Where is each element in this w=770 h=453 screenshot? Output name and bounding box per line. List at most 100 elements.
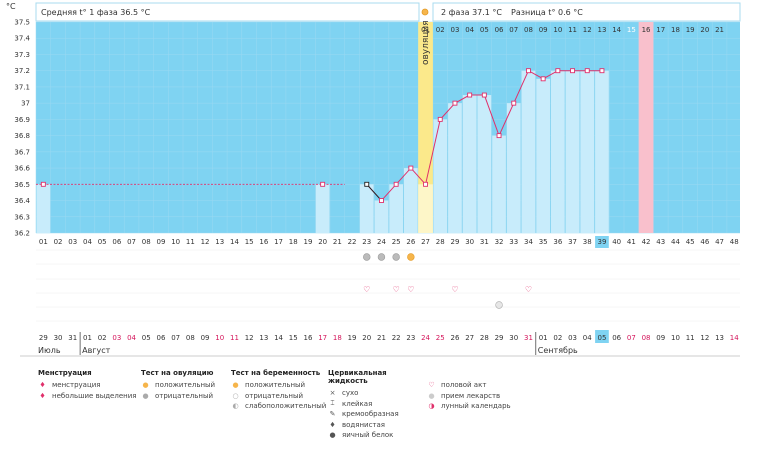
calendar-date-label: 13 (715, 334, 724, 342)
phase2-day-label: 01 (421, 26, 430, 34)
header-phase2: 2 фаза 37.1 °C (441, 8, 502, 17)
legend-item: ♦ водянистая (328, 420, 399, 431)
ovulation-test-negative-icon (377, 253, 386, 261)
ovulation-label: овуляция (421, 20, 431, 65)
heart-icon: ♡ (428, 381, 435, 390)
drops-icon: ♦ (39, 381, 46, 390)
calendar-date-label: 05 (597, 334, 606, 342)
heart-icon: ♡ (407, 285, 414, 294)
legend-group-title: Цервикальная жидкость (328, 369, 387, 385)
moon-icon: ◑ (428, 402, 435, 411)
ovulation-test-negative-icon (392, 253, 400, 261)
month-label: Июль (38, 346, 61, 355)
y-tick-label: 36.6 (14, 165, 30, 173)
phase2-day-label: 09 (539, 26, 548, 34)
temperature-point (437, 116, 443, 122)
y-tick-label: 37.2 (14, 67, 30, 75)
sticky-icon: ⌶ (330, 399, 335, 408)
heart-icon: ♡ (393, 285, 400, 294)
legend-item-label: половой акт (441, 381, 487, 390)
y-tick-label: 37.1 (14, 83, 30, 91)
pill-icon (495, 301, 503, 309)
calendar-date-label: 07 (627, 334, 636, 342)
legend-item: ● положительный (141, 380, 215, 391)
calendar-date-label: 04 (127, 334, 136, 342)
temp-bar (315, 184, 330, 233)
phase2-day-label: 16 (642, 26, 651, 34)
cycle-day-label: 05 (98, 238, 107, 246)
legend-group: Тест на беременность ● положительный ○ отриц… (231, 369, 326, 412)
legend-item-label: небольшие выделения (52, 391, 137, 400)
calendar-date-label: 26 (450, 334, 459, 342)
phase2-day-label: 14 (612, 26, 621, 34)
legend-item-label: слабоположительный (245, 402, 327, 411)
ovulation-test-negative-icon (363, 253, 371, 261)
calendar-date-label: 11 (230, 334, 239, 342)
heart-icon: ♡ (451, 285, 458, 294)
legend-item-label: водянистая (342, 420, 386, 429)
legend-item: ✎ кремообразная (328, 409, 399, 420)
calendar-date-label: 08 (186, 334, 195, 342)
legend-group: ♡ половой акт ● прием лекарств ◑ лунный кален… (427, 369, 510, 412)
cycle-day-label: 07 (127, 238, 136, 246)
period-band (36, 22, 51, 233)
legend-item-label: менструация (52, 381, 101, 390)
dry-icon: × (329, 389, 336, 398)
sun-positive-icon: ● (142, 381, 149, 390)
calendar-date-label: 02 (98, 334, 107, 342)
calendar-date-label: 09 (201, 334, 210, 342)
calendar-date-label: 02 (553, 334, 562, 342)
cycle-day-label: 29 (450, 238, 459, 246)
legend-item-label: отрицательный (155, 391, 214, 400)
y-tick-label: 36.7 (14, 148, 30, 156)
calendar-date-label: 23 (406, 334, 415, 342)
phase2-day-label: 21 (715, 26, 724, 34)
calendar-date-label: 28 (480, 334, 489, 342)
heart-icon: ♡ (525, 285, 532, 294)
temperature-point (393, 181, 399, 187)
cycle-day-label: 06 (112, 238, 121, 246)
current-day-box (595, 236, 609, 248)
cycle-day-label: 19 (303, 238, 312, 246)
legend-item-label: положительный (155, 381, 216, 390)
temp-bar (448, 103, 462, 234)
cycle-day-label: 15 (245, 238, 254, 246)
legend-item: ◑ лунный календарь (427, 401, 510, 412)
y-tick-label: 36.9 (14, 116, 30, 124)
calendar-date-label: 06 (156, 334, 165, 342)
cycle-day-label: 44 (671, 238, 680, 246)
calendar-date-label: 04 (583, 334, 592, 342)
calendar-date-label: 27 (465, 334, 474, 342)
legend-group-title: Тест на беременность (231, 369, 321, 377)
cycle-day-label: 16 (259, 238, 268, 246)
temp-bar (404, 168, 418, 233)
legend-item-label: прием лекарств (441, 391, 501, 400)
cycle-day-label: 45 (686, 238, 695, 246)
calendar-date-label: 01 (83, 334, 92, 342)
legend-item: ⌶ клейкая (328, 399, 399, 410)
legend-item-label: яичный белок (342, 431, 394, 440)
y-tick-label: 36.3 (14, 213, 30, 221)
y-tick-label: 36.2 (14, 230, 30, 238)
temperature-point (555, 68, 561, 74)
temperature-point (570, 68, 575, 74)
phase2-day-label: 08 (524, 26, 533, 34)
y-tick-label: 37.4 (14, 35, 30, 43)
cycle-day-label: 36 (553, 238, 562, 246)
temp-bar (492, 135, 506, 233)
month-label: Август (82, 346, 111, 355)
today-date-box (595, 330, 609, 343)
calendar-date-label: 11 (686, 334, 695, 342)
cycle-day-label: 46 (700, 238, 709, 246)
eggwhite-icon: ● (329, 431, 336, 440)
calendar-date-label: 16 (303, 334, 312, 342)
header-phase1: Средняя t° 1 фаза 36.5 °C (41, 8, 151, 17)
temperature-point (526, 68, 531, 74)
temperature-point (320, 181, 326, 187)
cycle-day-label: 17 (274, 238, 283, 246)
legend-group: Цервикальная жидкость × сухо ⌶ клейкая ✎ кремо… (328, 369, 399, 441)
temp-bar (477, 95, 492, 234)
legend-item-label: положительный (245, 381, 306, 390)
bbt-chart: °C 37.5 37.4 37.3 37.2 37.1 37 36.9 36.8 36.7 36.… (6, 2, 741, 357)
phase2-day-label: 03 (450, 26, 459, 34)
